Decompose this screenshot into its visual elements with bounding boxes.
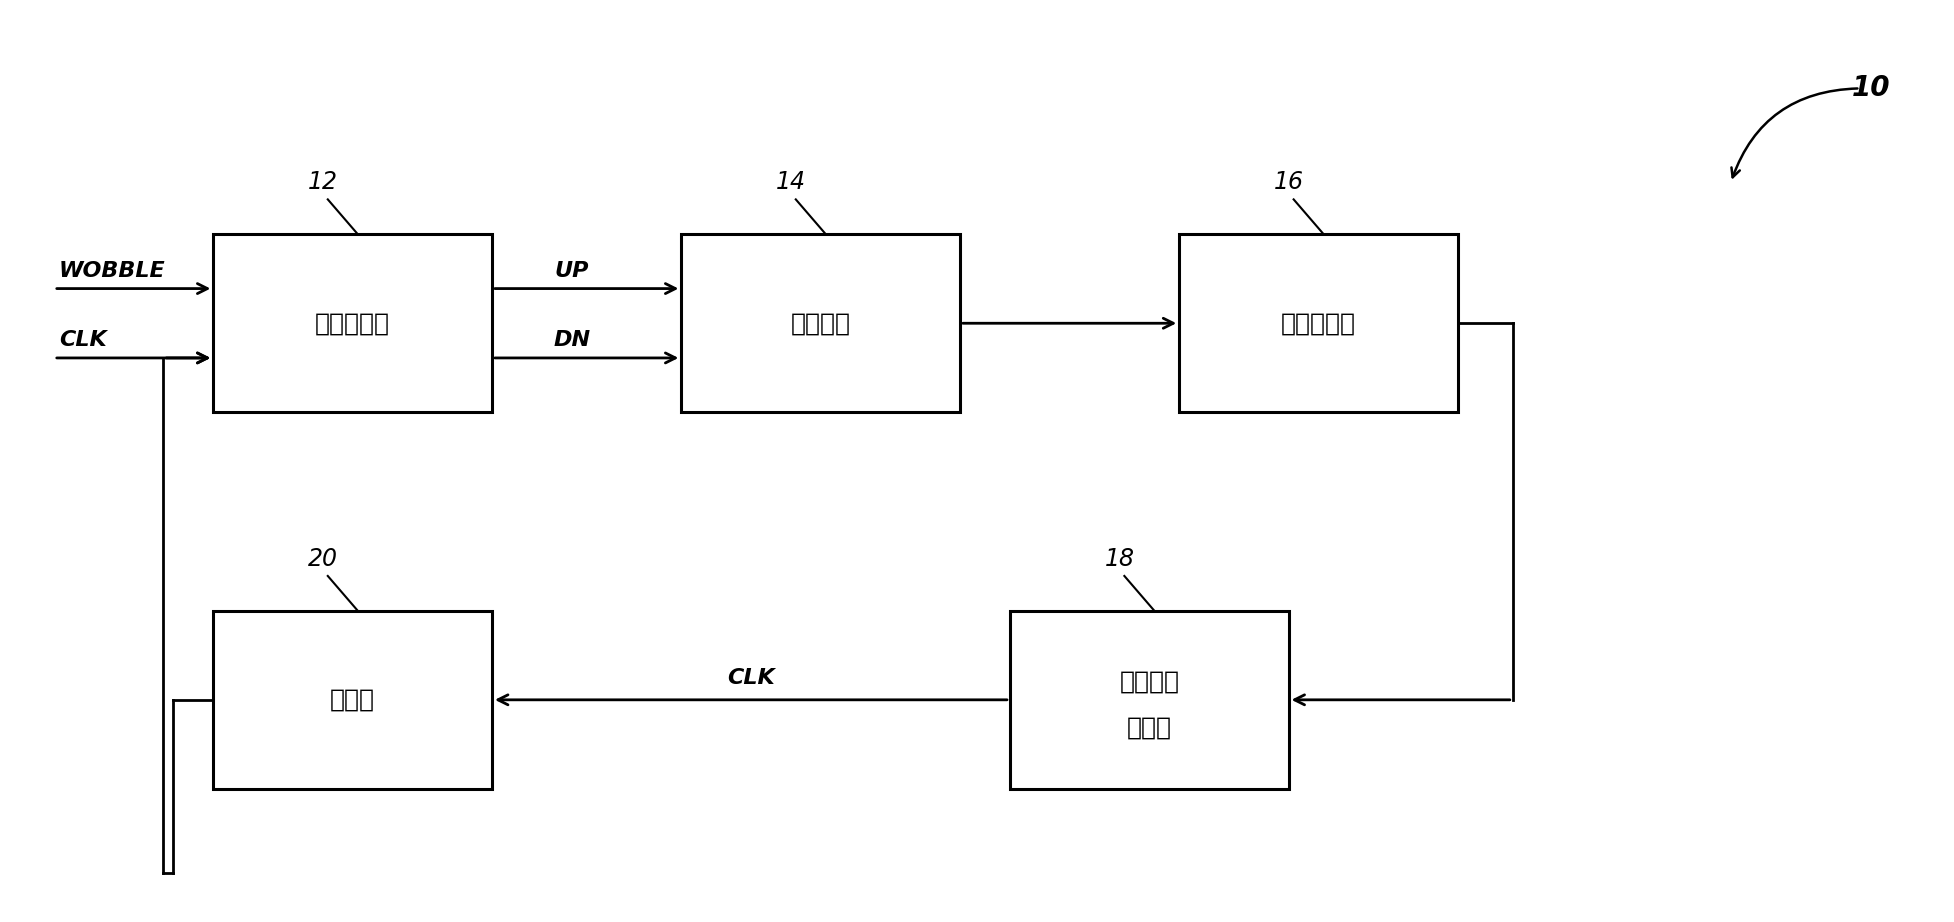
Text: CLK: CLK: [59, 330, 107, 350]
Text: 振荡器: 振荡器: [1127, 715, 1172, 739]
Bar: [213, 610, 492, 789]
Text: 20: 20: [309, 547, 338, 571]
Text: CLK: CLK: [727, 668, 776, 688]
Text: 12: 12: [309, 171, 338, 195]
Text: 分频器: 分频器: [330, 688, 375, 712]
Text: 电压控制: 电压控制: [1120, 670, 1180, 694]
Bar: [682, 234, 959, 412]
Text: 14: 14: [776, 171, 805, 195]
Bar: [1178, 234, 1458, 412]
Text: 回路滤波器: 回路滤波器: [1282, 312, 1356, 336]
Text: DN: DN: [553, 330, 590, 350]
Text: WOBBLE: WOBBLE: [59, 261, 166, 280]
Text: 相位检测器: 相位检测器: [315, 312, 391, 336]
Text: 16: 16: [1274, 171, 1303, 195]
Text: UP: UP: [555, 261, 588, 280]
Bar: [213, 234, 492, 412]
Text: 10: 10: [1852, 74, 1890, 101]
Text: 充电电路: 充电电路: [791, 312, 850, 336]
Text: 18: 18: [1104, 547, 1135, 571]
Bar: [1010, 610, 1290, 789]
